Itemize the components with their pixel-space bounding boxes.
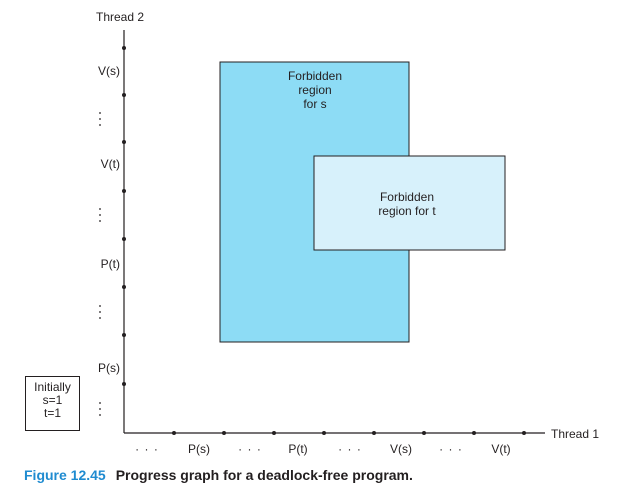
region-t-line1: Forbidden (379, 190, 435, 204)
region-t-line2: region for t (378, 204, 436, 218)
caption-text: Progress graph for a deadlock-free progr… (115, 467, 413, 483)
y-tick-vt: V(t) (100, 157, 120, 171)
x-ellipsis-2: · · · (238, 442, 262, 456)
x-tick-vs: V(s) (390, 442, 412, 456)
y-tick-ps: P(s) (98, 361, 120, 375)
region-s-line2: region (298, 83, 332, 97)
figure-caption: Figure 12.45 Progress graph for a deadloc… (24, 467, 413, 483)
region-t-label: Forbidden region for t (357, 190, 457, 218)
x-ellipsis-4: · · · (439, 442, 463, 456)
y-tick-pt: P(t) (100, 257, 120, 271)
region-s-label: Forbidden region for s (265, 69, 365, 111)
x-tick-vt: V(t) (491, 442, 511, 456)
initial-s: s=1 (42, 393, 63, 407)
y-tick-vs: V(s) (98, 64, 120, 78)
region-s-line1: Forbidden (287, 69, 343, 83)
x-ellipsis-3: · · · (338, 442, 362, 456)
x-axis-label: Thread 1 (551, 427, 600, 441)
y-axis-ellipsis-dots (99, 112, 101, 416)
region-s-line3: for s (303, 97, 327, 111)
initial-title: Initially (34, 380, 71, 394)
x-axis-dots (172, 431, 526, 435)
y-axis-dots (122, 46, 126, 386)
x-ellipsis-1: · · · (135, 442, 159, 456)
initial-state-box: Initially s=1 t=1 (25, 376, 80, 431)
y-axis-label: Thread 2 (96, 10, 145, 24)
x-tick-ps: P(s) (188, 442, 210, 456)
forbidden-region-t (313, 155, 506, 251)
caption-number: Figure 12.45 (24, 467, 106, 483)
initial-t: t=1 (43, 406, 61, 420)
x-tick-pt: P(t) (288, 442, 308, 456)
